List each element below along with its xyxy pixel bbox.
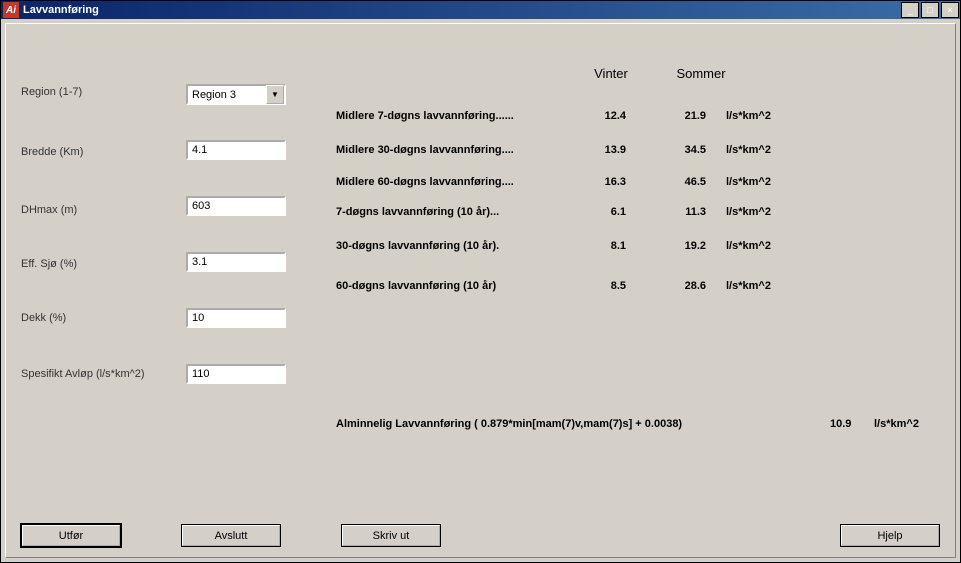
row-sommer: 34.5 (656, 144, 706, 156)
row-unit: l/s*km^2 (726, 176, 771, 188)
maximize-button[interactable]: □ (921, 2, 939, 18)
utfor-button[interactable]: Utfør (21, 524, 121, 547)
row-label: Midlere 30-døgns lavvannføring.... (336, 144, 514, 156)
row-label: Midlere 60-døgns lavvannføring.... (336, 176, 514, 188)
client-area: Region (1-7) Region 3 ▼ Bredde (Km) DHma… (5, 23, 956, 558)
avslutt-button[interactable]: Avslutt (181, 524, 281, 547)
row-label: 60-døgns lavvannføring (10 år) (336, 280, 496, 292)
dekk-label: Dekk (%) (21, 312, 66, 324)
effsjo-label: Eff. Sjø (%) (21, 258, 77, 270)
row-sommer: 28.6 (656, 280, 706, 292)
row-sommer: 11.3 (656, 206, 706, 218)
minimize-button[interactable]: _ (901, 2, 919, 18)
header-sommer: Sommer (656, 66, 746, 81)
row-vinter: 8.5 (576, 280, 626, 292)
row-unit: l/s*km^2 (726, 240, 771, 252)
bredde-label: Bredde (Km) (21, 146, 83, 158)
row-label: 7-døgns lavvannføring (10 år)... (336, 206, 499, 218)
spesifikt-input[interactable] (186, 364, 286, 384)
skrivut-button[interactable]: Skriv ut (341, 524, 441, 547)
row-unit: l/s*km^2 (726, 110, 771, 122)
row-sommer: 21.9 (656, 110, 706, 122)
formula-label: Alminnelig Lavvannføring ( 0.879*min[mam… (336, 418, 682, 430)
header-vinter: Vinter (566, 66, 656, 81)
effsjo-input[interactable] (186, 252, 286, 272)
row-vinter: 12.4 (576, 110, 626, 122)
region-value: Region 3 (188, 89, 266, 101)
titlebar: Ai Lavvannføring _ □ × (1, 1, 960, 19)
bredde-input[interactable] (186, 140, 286, 160)
dhmax-input[interactable] (186, 196, 286, 216)
region-label: Region (1-7) (21, 86, 82, 98)
row-sommer: 19.2 (656, 240, 706, 252)
row-vinter: 16.3 (576, 176, 626, 188)
app-window: Ai Lavvannføring _ □ × Region (1-7) Regi… (0, 0, 961, 563)
dhmax-label: DHmax (m) (21, 204, 77, 216)
row-unit: l/s*km^2 (726, 144, 771, 156)
row-vinter: 8.1 (576, 240, 626, 252)
dekk-input[interactable] (186, 308, 286, 328)
formula-value: 10.9 (830, 418, 851, 430)
row-sommer: 46.5 (656, 176, 706, 188)
row-unit: l/s*km^2 (726, 280, 771, 292)
close-button[interactable]: × (941, 2, 959, 18)
row-vinter: 13.9 (576, 144, 626, 156)
window-title: Lavvannføring (23, 4, 900, 16)
app-icon: Ai (3, 2, 19, 18)
row-unit: l/s*km^2 (726, 206, 771, 218)
region-select[interactable]: Region 3 ▼ (186, 84, 286, 105)
chevron-down-icon[interactable]: ▼ (266, 85, 284, 104)
row-vinter: 6.1 (576, 206, 626, 218)
row-label: Midlere 7-døgns lavvannføring...... (336, 110, 514, 122)
window-controls: _ □ × (900, 1, 960, 19)
column-headers: Vinter Sommer (566, 66, 746, 81)
spesifikt-label: Spesifikt Avløp (l/s*km^2) (21, 368, 145, 380)
row-label: 30-døgns lavvannføring (10 år). (336, 240, 499, 252)
formula-unit: l/s*km^2 (874, 418, 919, 430)
hjelp-button[interactable]: Hjelp (840, 524, 940, 547)
